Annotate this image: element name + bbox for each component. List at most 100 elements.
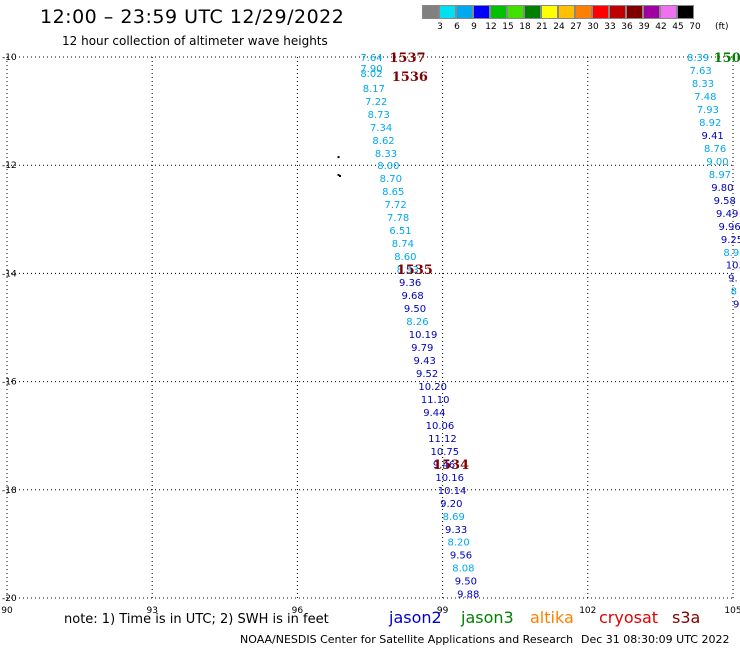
- latitude-tick-label: -18: [2, 486, 17, 496]
- longitude-tick-label: 90: [1, 606, 13, 616]
- colorbar-swatch: [456, 5, 473, 19]
- swh-reading: 8.33: [692, 79, 714, 90]
- colorbar-label: 30: [587, 22, 599, 32]
- swh-reading: 9.46: [433, 460, 455, 471]
- swh-reading: 11.12: [428, 434, 457, 445]
- latitude-tick-label: -12: [2, 161, 17, 171]
- swh-reading: 8.69: [443, 512, 465, 523]
- colorbar-label: 18: [519, 22, 531, 32]
- swh-reading: 6.51: [389, 226, 411, 237]
- swh-reading: 9.56: [450, 551, 472, 562]
- colorbar-swatch: [592, 5, 609, 19]
- swh-reading: 8.26: [406, 317, 428, 328]
- colorbar-label: 12: [485, 22, 497, 32]
- footnote: note: 1) Time is in UTC; 2) SWH is in fe…: [64, 612, 329, 627]
- swh-reading: 8.02: [360, 69, 382, 80]
- legend-altika: altika: [530, 608, 574, 627]
- swh-reading: 9.50: [404, 304, 426, 315]
- colorbar-label: 27: [570, 22, 582, 32]
- pass-time-label: 1534: [433, 458, 469, 473]
- swh-reading: 7.22: [365, 97, 387, 108]
- swh-reading: 9.00: [706, 157, 728, 168]
- swh-reading: 7.48: [694, 92, 716, 103]
- colorbar-swatch: [473, 5, 490, 19]
- swh-reading: 8.70: [380, 174, 402, 185]
- colorbar-label: 45: [672, 22, 684, 32]
- latitude-tick-label: -10: [2, 53, 17, 63]
- legend-jason2: jason2: [389, 608, 442, 627]
- swh-reading: 8.97: [709, 170, 731, 181]
- swh-reading: 9.79: [411, 343, 433, 354]
- swh-reading: 7.64: [360, 53, 382, 64]
- swh-reading: 8.39: [687, 53, 709, 64]
- swh-reading: 8: [731, 287, 737, 298]
- swh-reading: 9.36: [399, 278, 421, 289]
- swh-reading: 8.20: [447, 538, 469, 549]
- colorbar-label: 6: [454, 22, 460, 32]
- swh-reading: 9.43: [414, 356, 436, 367]
- pass-time-label: 1537: [389, 51, 425, 66]
- colorbar-swatch: [490, 5, 507, 19]
- colorbar-swatch: [643, 5, 660, 19]
- swh-reading: 8.73: [368, 110, 390, 121]
- swh-reading: 9.58: [714, 196, 736, 207]
- colorbar-label: 36: [621, 22, 633, 32]
- colorbar-swatch: [439, 5, 456, 19]
- swh-reading: 9.68: [401, 291, 423, 302]
- swh-reading: 9.20: [440, 499, 462, 510]
- colorbar-swatch: [422, 5, 439, 19]
- swh-reading: 10.20: [418, 382, 447, 393]
- swh-reading: 8.92: [699, 118, 721, 129]
- colorbar-label: 24: [553, 22, 565, 32]
- island-mark: [337, 156, 340, 159]
- generated-timestamp: Dec 31 08:30:09 UTC 2022: [581, 633, 730, 646]
- swh-reading: 7.34: [370, 123, 392, 134]
- swh-reading: 8.08: [452, 564, 474, 575]
- island-mark: [337, 173, 340, 176]
- colorbar-swatch: [507, 5, 524, 19]
- legend-jason3: jason3: [461, 608, 514, 627]
- colorbar-swatch: [575, 5, 592, 19]
- swh-reading: 8.00: [377, 161, 399, 172]
- pass-time-label: 1536: [392, 70, 428, 85]
- swh-reading: 8.33: [375, 149, 397, 160]
- swh-reading: 11.10: [421, 395, 450, 406]
- longitude-tick-label: 99: [437, 606, 449, 616]
- swh-reading: 9: [733, 300, 739, 311]
- latitude-tick-label: -14: [2, 269, 17, 279]
- swh-reading: 7.63: [689, 66, 711, 77]
- legend-s3a: s3a: [672, 608, 701, 627]
- latitude-tick-label: -16: [2, 378, 17, 388]
- swh-reading: 9.49: [716, 209, 738, 220]
- swh-reading: 9.96: [718, 222, 740, 233]
- latitude-tick-label: -20: [2, 594, 17, 604]
- swh-reading: 8.60: [394, 252, 416, 263]
- colorbar-swatch: [609, 5, 626, 19]
- page-subtitle: 12 hour collection of altimeter wave hei…: [62, 34, 328, 48]
- legend-cryosat: cryosat: [599, 608, 659, 627]
- colorbar-swatch: [626, 5, 643, 19]
- longitude-tick-label: 102: [579, 606, 596, 616]
- longitude-tick-label: 105: [724, 606, 740, 616]
- swh-reading: 8.93: [397, 265, 419, 276]
- swh-reading: 10.06: [426, 421, 455, 432]
- page-title: 12:00 – 23:59 UTC 12/29/2022: [40, 6, 345, 28]
- swh-reading: 8.62: [372, 136, 394, 147]
- colorbar-label: 42: [655, 22, 667, 32]
- swh-reading: 7.78: [387, 213, 409, 224]
- swh-reading: 9.44: [423, 408, 445, 419]
- swh-reading: 10.16: [435, 473, 464, 484]
- colorbar-swatch: [558, 5, 575, 19]
- swh-reading: 10.0: [726, 261, 740, 272]
- colorbar-swatch: [541, 5, 558, 19]
- colorbar-label: 21: [536, 22, 548, 32]
- swh-reading: 7.72: [385, 200, 407, 211]
- colorbar-unit: (ft): [715, 22, 729, 32]
- colorbar-label: 70: [689, 22, 701, 32]
- swh-reading: 9.: [728, 274, 738, 285]
- swh-reading: 8.9: [723, 248, 739, 259]
- colorbar-label: 39: [638, 22, 650, 32]
- swh-reading: 8.17: [363, 84, 385, 95]
- pass-time-label: 1506: [714, 51, 740, 66]
